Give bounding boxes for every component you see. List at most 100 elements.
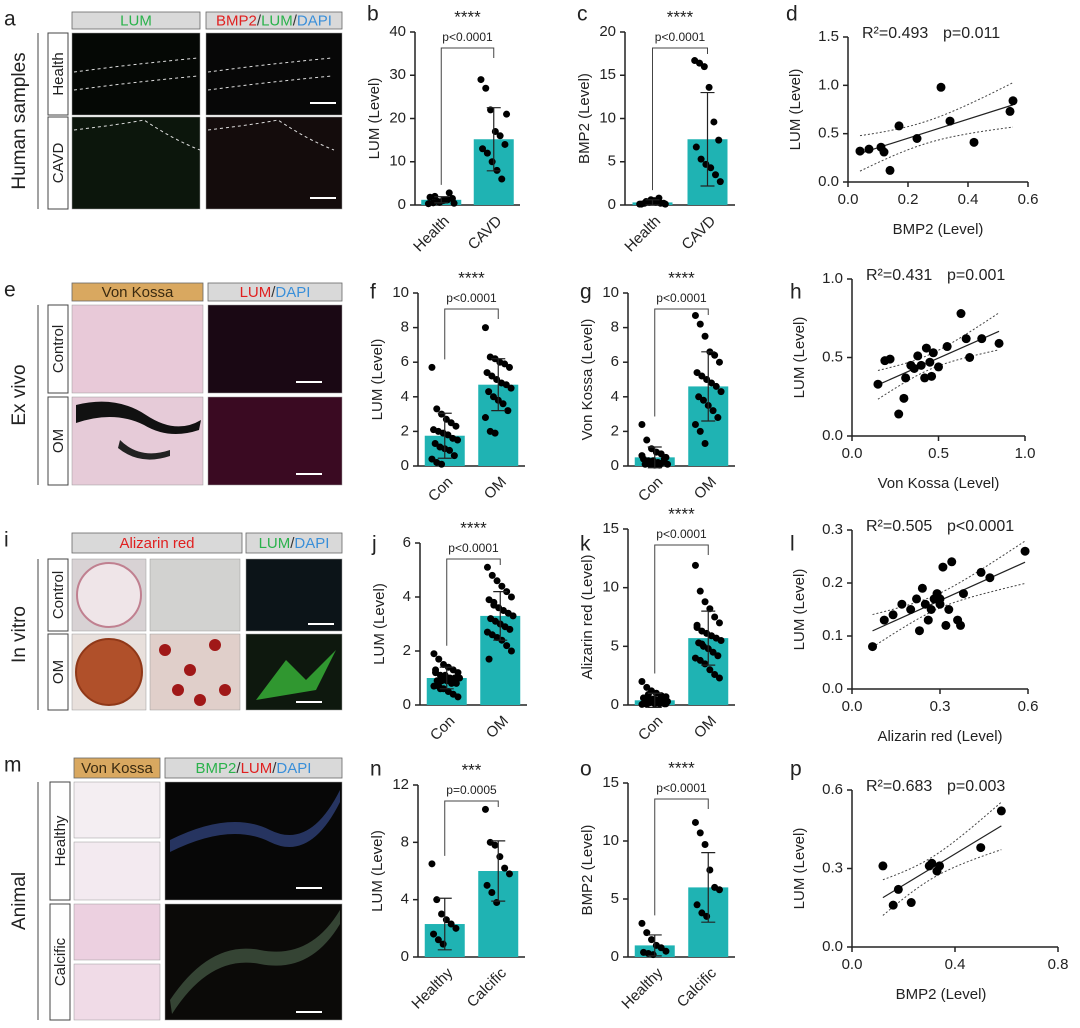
y-tick-label: 0.3 bbox=[822, 521, 843, 538]
y-axis-label: LUM (Level) bbox=[791, 317, 808, 399]
confidence-band bbox=[877, 312, 1000, 371]
x-tick-label: 0.0 bbox=[838, 191, 859, 208]
header-segment: / bbox=[236, 760, 241, 777]
data-point bbox=[693, 901, 701, 909]
data-point bbox=[483, 149, 491, 157]
data-point bbox=[488, 158, 496, 166]
row-label-box bbox=[47, 116, 69, 210]
y-tick-label: 8 bbox=[401, 833, 409, 850]
data-point bbox=[715, 886, 723, 894]
data-point bbox=[885, 354, 895, 364]
panel-letter: b bbox=[367, 3, 379, 26]
data-point bbox=[493, 899, 501, 907]
y-tick-label: 0 bbox=[403, 696, 411, 713]
y-tick-label: 0.2 bbox=[822, 574, 843, 591]
data-point bbox=[977, 334, 987, 344]
data-point bbox=[438, 910, 446, 918]
y-tick-label: 0 bbox=[611, 948, 619, 965]
header-segment: DAPI bbox=[276, 760, 311, 777]
error-bar bbox=[493, 591, 508, 641]
y-tick-label: 0 bbox=[611, 696, 619, 713]
significance-stars: *** bbox=[462, 760, 482, 779]
y-axis-label: LUM (Level) bbox=[366, 78, 383, 160]
data-point bbox=[899, 393, 909, 403]
y-tick-label: 8 bbox=[611, 319, 619, 336]
significance-stars: **** bbox=[460, 518, 487, 537]
p-value: p<0.0001 bbox=[448, 541, 499, 555]
data-point bbox=[691, 420, 699, 428]
data-point bbox=[501, 864, 509, 872]
data-point bbox=[481, 324, 489, 332]
data-point bbox=[927, 371, 937, 381]
data-point bbox=[479, 145, 487, 153]
y-axis-label: Von Kossa (Level) bbox=[579, 319, 596, 441]
panel-letter: d bbox=[786, 3, 798, 26]
error-bar bbox=[647, 446, 662, 469]
header-box bbox=[71, 282, 204, 302]
data-point bbox=[935, 861, 945, 871]
data-point bbox=[715, 358, 723, 366]
y-tick-label: 15 bbox=[602, 520, 619, 537]
y-tick-label: 20 bbox=[599, 23, 616, 40]
data-point bbox=[506, 625, 514, 633]
x-tick-label: 0.2 bbox=[898, 191, 919, 208]
x-axis-label: Alizarin red (Level) bbox=[877, 728, 1002, 745]
error-bar bbox=[647, 692, 662, 708]
data-point bbox=[696, 656, 704, 664]
data-point bbox=[692, 143, 700, 151]
data-point bbox=[700, 63, 708, 71]
data-point bbox=[699, 396, 707, 404]
tissue-outline bbox=[73, 119, 201, 151]
data-point bbox=[452, 924, 460, 932]
x-tick-label: CAVD bbox=[678, 212, 719, 253]
data-point bbox=[706, 666, 714, 674]
image-tile bbox=[207, 304, 343, 394]
data-point bbox=[504, 407, 512, 415]
header-box bbox=[207, 282, 343, 302]
data-point bbox=[956, 620, 966, 630]
y-tick-label: 30 bbox=[389, 66, 406, 83]
data-point bbox=[938, 562, 948, 572]
error-bar bbox=[439, 666, 454, 690]
panel-letter: k bbox=[580, 533, 591, 556]
data-point bbox=[648, 936, 656, 944]
data-point bbox=[923, 615, 933, 625]
data-point bbox=[507, 647, 515, 655]
significance-bracket bbox=[654, 544, 709, 674]
x-axis-label: BMP2 (Level) bbox=[896, 986, 987, 1003]
y-tick-label: 1.5 bbox=[818, 28, 839, 45]
y-tick-label: 6 bbox=[401, 353, 409, 370]
image-tile bbox=[205, 116, 343, 210]
y-axis-label: Alizarin red (Level) bbox=[579, 554, 596, 679]
y-tick-label: 0 bbox=[398, 196, 406, 213]
data-point bbox=[644, 690, 652, 698]
data-point bbox=[893, 884, 903, 894]
row-label-box bbox=[49, 903, 71, 1021]
image-tile bbox=[205, 32, 343, 116]
panel-letter: f bbox=[370, 281, 376, 304]
tissue-outline bbox=[207, 75, 333, 91]
p-value: p<0.0001 bbox=[656, 781, 707, 795]
data-point bbox=[454, 693, 462, 701]
panel-letter: i bbox=[4, 529, 9, 552]
error-bar bbox=[700, 91, 715, 187]
error-bar bbox=[701, 351, 716, 422]
y-tick-label: 12 bbox=[392, 776, 409, 793]
header-label: BMP2/LUM/DAPI bbox=[196, 760, 312, 777]
y-tick-label: 0.1 bbox=[822, 627, 843, 644]
y-tick-label: 0 bbox=[608, 196, 616, 213]
error-bar bbox=[486, 107, 501, 172]
header-segment: DAPI bbox=[275, 284, 310, 301]
data-point bbox=[945, 116, 955, 126]
y-tick-label: 4 bbox=[401, 388, 409, 405]
plate bbox=[75, 638, 143, 706]
data-point bbox=[643, 436, 651, 444]
y-tick-label: 6 bbox=[403, 534, 411, 551]
group-label: Human samples bbox=[9, 52, 30, 189]
nodule bbox=[159, 644, 171, 656]
y-tick-label: 5 bbox=[608, 153, 616, 170]
data-point bbox=[440, 196, 448, 204]
x-tick-label: Healthy bbox=[408, 964, 456, 1012]
data-point bbox=[693, 621, 701, 629]
